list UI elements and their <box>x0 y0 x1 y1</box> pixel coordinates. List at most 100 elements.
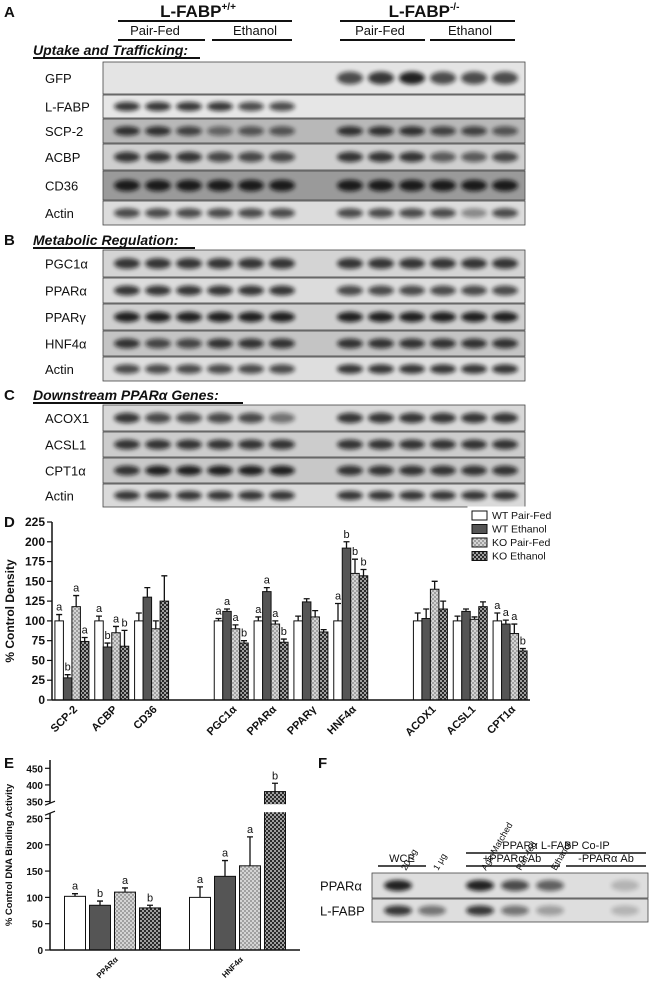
x-tick-label: PPARγ <box>285 703 319 737</box>
axis-break <box>42 804 300 813</box>
bar <box>333 620 343 701</box>
legend-swatch <box>471 551 488 561</box>
blot-band <box>611 880 639 891</box>
bar <box>239 642 249 701</box>
y-tick-label: 450 <box>26 764 43 775</box>
blot-band <box>114 151 140 163</box>
lane-label: 1 μg <box>431 852 449 872</box>
blot-band <box>114 179 140 192</box>
blot-band <box>461 208 487 218</box>
blot-band <box>207 258 233 269</box>
blot-band <box>461 71 487 85</box>
error-bar <box>263 587 270 592</box>
significance-letter: a <box>494 600 501 612</box>
y-tick-label: 25 <box>32 673 46 687</box>
blot-band <box>238 151 264 163</box>
bar <box>350 572 360 701</box>
blot-row-label: PPARα <box>320 879 362 894</box>
significance-letter: a <box>503 607 510 619</box>
significance-letter: b <box>121 617 127 629</box>
blot-band <box>368 465 394 476</box>
section-title: Downstream PPARα Genes: <box>33 387 219 403</box>
blot-band <box>176 412 202 424</box>
error-bar <box>121 629 128 647</box>
blot-band <box>145 285 171 296</box>
blot-band <box>145 208 171 218</box>
blot-band <box>368 412 394 424</box>
error-bar <box>64 674 71 678</box>
blot-band <box>337 258 363 269</box>
blot-band <box>269 258 295 269</box>
error-bar <box>320 628 327 632</box>
bar <box>222 610 232 701</box>
blot-band <box>207 490 233 501</box>
blot-band <box>492 412 518 424</box>
genotype-name: L-FABP <box>389 2 450 21</box>
bar <box>102 646 113 701</box>
x-tick-label: ACOX1 <box>403 704 438 739</box>
panel-letter: B <box>4 232 15 249</box>
error-bar <box>241 640 247 644</box>
blot-row-label: ACSL1 <box>45 438 86 453</box>
blot-band <box>207 439 233 450</box>
x-tick-label: SCP-2 <box>49 704 80 735</box>
blot-band <box>145 126 171 136</box>
blot-band <box>114 126 140 136</box>
section-title: Metabolic Regulation: <box>33 232 178 248</box>
error-bar <box>440 600 447 610</box>
blot-band <box>461 490 487 501</box>
significance-letter: a <box>247 824 254 836</box>
blot-band <box>269 285 295 296</box>
blot-band <box>176 490 202 501</box>
blot-band <box>461 311 487 323</box>
blot-band <box>492 208 518 218</box>
blot-row-label: HNF4α <box>45 337 87 352</box>
blot-band <box>368 258 394 269</box>
blot-band <box>337 126 363 136</box>
blot-band <box>430 179 456 192</box>
blot-row-label: Actin <box>45 362 74 377</box>
blot-band <box>238 179 264 192</box>
error-bar <box>360 568 367 576</box>
significance-letter: b <box>97 888 103 900</box>
blot-band <box>145 412 171 424</box>
blot-band <box>492 490 518 501</box>
bar <box>262 591 272 701</box>
blot-band <box>384 905 412 916</box>
blot-band <box>399 338 425 349</box>
bar <box>469 618 480 701</box>
significance-letter: a <box>72 881 79 893</box>
blot-band <box>145 311 171 323</box>
error-bar <box>81 636 88 642</box>
y-tick-label: 50 <box>32 653 46 667</box>
blot-band <box>207 179 233 192</box>
blot-band <box>466 905 494 916</box>
error-bar <box>222 859 228 877</box>
y-tick-label: 200 <box>26 841 43 852</box>
blot-band <box>399 364 425 374</box>
blot-band <box>269 101 295 112</box>
blot-band <box>238 101 264 112</box>
blot-band <box>418 905 446 916</box>
blot-band <box>368 311 394 323</box>
blot-band <box>114 101 140 112</box>
blot-band <box>492 258 518 269</box>
bar <box>310 616 320 701</box>
error-bar <box>161 575 168 602</box>
blot-band <box>238 465 264 476</box>
bar <box>151 628 161 701</box>
bar <box>478 606 488 701</box>
significance-letter: a <box>232 612 239 624</box>
error-bar <box>232 624 239 629</box>
error-bar <box>272 782 278 792</box>
blot-band <box>492 311 518 323</box>
blot-band <box>492 285 518 296</box>
blot-band <box>430 412 456 424</box>
blot-band <box>337 490 363 501</box>
legend-swatch <box>471 510 488 521</box>
error-bar <box>104 642 111 647</box>
error-bar <box>312 609 319 617</box>
blot-band <box>492 71 518 85</box>
blot-band <box>114 412 140 424</box>
blot-band <box>430 258 456 269</box>
